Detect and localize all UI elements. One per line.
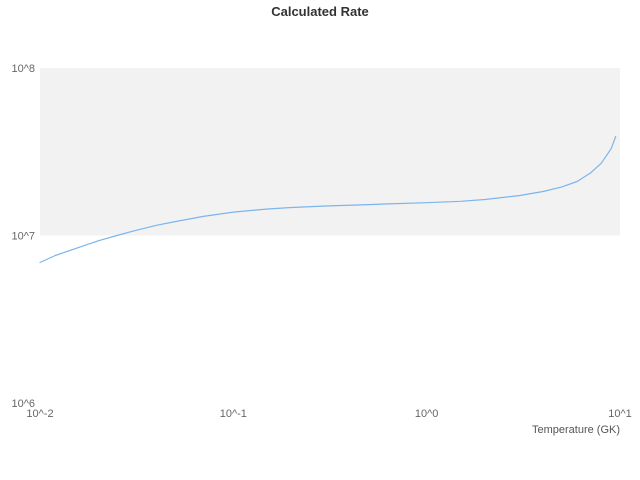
x-axis-label: Temperature (GK) [531,424,620,436]
y-tick-label: 10^6 [11,398,35,410]
x-tick-label: 10^1 [608,408,632,420]
x-tick-label: 10^-2 [26,408,53,420]
x-tick-label: 10^0 [415,408,439,420]
y-tick-label: 10^8 [11,63,35,75]
x-tick-label: 10^-1 [220,408,247,420]
y-tick-label: 10^7 [11,231,35,243]
y-band [40,68,620,236]
chart-title: Calculated Rate [271,4,369,19]
rate-line [39,135,617,264]
